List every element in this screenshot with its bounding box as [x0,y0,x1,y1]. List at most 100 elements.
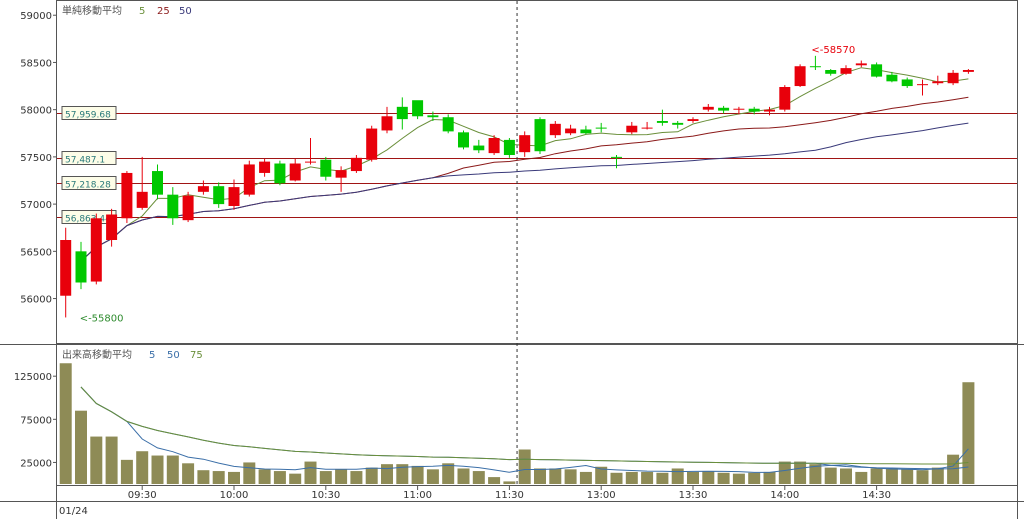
volume-bar [335,469,348,484]
price-level-box [61,151,117,165]
candle-body [595,127,607,129]
candle-body [213,186,225,205]
volume-tick-label: 125000 [14,372,52,383]
candle-body [350,157,362,172]
volume-bar [595,466,608,484]
candle-body [473,145,485,151]
volume-bar [105,436,118,484]
low-price-tag: <-55800 [80,313,124,324]
candle-body [289,163,301,181]
candle-body [947,72,959,84]
candle-body [626,125,638,133]
candle-body [764,109,775,112]
candle-body [320,159,332,177]
price-tick-label: 57500 [20,153,52,164]
volume-bar [488,477,501,484]
volume-bar [855,471,868,484]
price-level-label: 57,959.68 [65,111,111,121]
volume-bar [182,463,195,484]
volume-bar [625,471,638,484]
volume-bar [824,467,837,484]
candle-body [136,191,148,208]
volume-bar [304,461,317,484]
volume-bar [75,410,87,484]
volume-bar [166,455,179,484]
candle-body [932,81,944,84]
volume-bar [289,473,302,484]
candle-body [366,128,378,160]
candle-body [75,251,87,283]
volume-bar [273,471,286,484]
candle-body [825,70,837,74]
price-tick-label: 58000 [20,106,52,117]
volume-bar [197,470,210,484]
candle-body [90,218,102,282]
candle-body [687,119,699,121]
volume-bar [396,464,409,484]
volume-panel-title: 出来高移動平均 [62,348,132,361]
time-tick-label: 14:30 [862,490,891,501]
price-tick-label: 56500 [20,247,52,258]
volume-bar [381,464,393,484]
candle-body [197,186,209,192]
time-tick-label: 09:30 [128,490,157,501]
candle-body [611,156,622,158]
volume-bar [151,455,164,484]
volume-bar [319,471,332,484]
candle-body [60,240,72,296]
volume-bar [564,469,577,484]
candle-body [702,106,714,110]
volume-ma-param-75: 75 [190,350,203,361]
candle-body [549,123,561,136]
price-tick-label: 56000 [20,295,52,306]
date-label: 01/24 [59,506,88,517]
volume-bar [809,464,822,484]
volume-bar [671,468,684,484]
candle-body [534,119,546,152]
volume-bar [794,461,807,484]
volume-bar [457,468,470,484]
candle-body [840,68,852,74]
volume-bar [579,471,592,484]
candle-body [779,87,791,110]
volume-bar [350,471,363,484]
candle-body [901,79,913,87]
candle-body [718,107,730,111]
volume-ma-line-5 [80,386,969,473]
candle-body [335,170,347,178]
candle-body [458,132,469,148]
time-tick-label: 13:00 [587,490,616,501]
candle-body [259,161,271,173]
volume-bar [763,471,776,484]
candle-body [656,121,668,123]
candle-body [809,66,821,68]
candle-body [274,163,286,184]
volume-bar [442,463,455,484]
price-level-label: 57,487.1 [65,156,105,166]
volume-tick-label: 25000 [20,458,52,469]
candle-body [442,117,454,132]
time-tick-label: 14:00 [770,490,799,501]
volume-bar [748,472,761,484]
volume-bar [687,471,699,484]
price-level-box [61,176,117,190]
volume-bar [732,473,745,484]
volume-bar [228,471,240,484]
time-tick-label: 11:30 [495,490,524,501]
candle-body [917,84,928,86]
candle-body [962,70,974,72]
volume-bar [136,451,149,484]
candle-body [152,171,163,195]
volume-bar [518,449,531,484]
volume-bar [610,472,623,484]
price-tick-label: 58500 [20,58,52,69]
candle-body [412,100,424,117]
price-level-box [61,106,117,120]
price-panel-title: 単純移動平均 [62,4,122,17]
candle-body [503,139,515,155]
volume-bar [534,468,546,484]
candle-body [733,108,745,110]
volume-ma-line-75 [80,386,969,465]
time-tick-label: 10:30 [311,490,340,501]
volume-bar [931,467,944,484]
